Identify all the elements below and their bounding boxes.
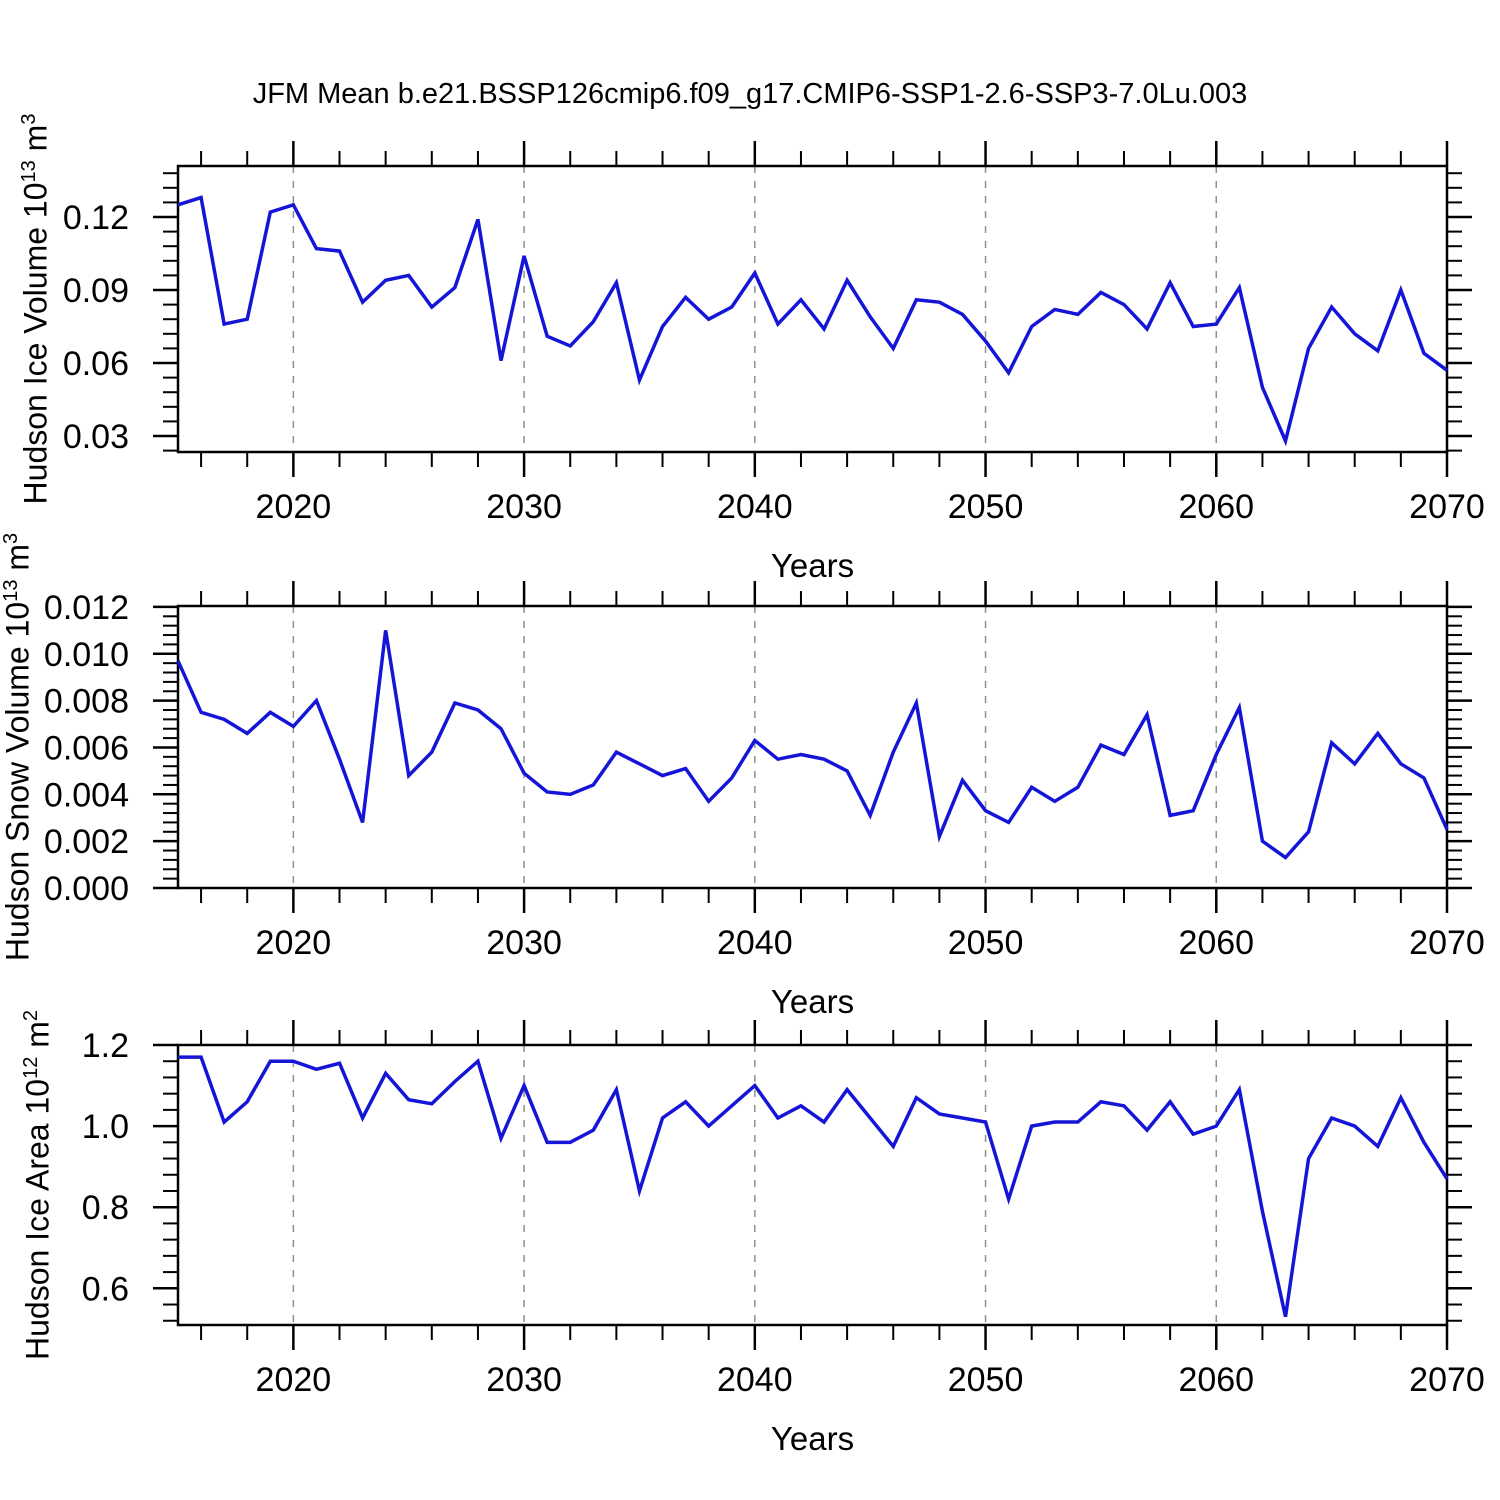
hudson-snow-volume-line	[176, 630, 1449, 860]
y-tick-label: 0.12	[63, 199, 129, 237]
y-axis-label-ice-volume: Hudson Ice Volume 1013 m3	[18, 114, 55, 505]
x-axis-label-bottom: Years	[770, 1420, 855, 1457]
superscript: 3	[0, 532, 22, 544]
plot-box	[176, 604, 1449, 890]
x-tick-label: 2050	[948, 488, 1024, 526]
y-tick-label: 0.09	[63, 272, 129, 310]
x-tick-label: 2030	[486, 488, 562, 526]
superscript: 2	[19, 1010, 42, 1022]
superscript: 12	[19, 1056, 42, 1079]
x-tick-label: 2050	[948, 1361, 1024, 1399]
x-tick-label: 2070	[1409, 924, 1485, 962]
y-tick-label: 0.012	[44, 589, 129, 627]
x-tick-label: 2030	[486, 924, 562, 962]
plot-box	[176, 164, 1449, 454]
y-tick-label: 1.0	[82, 1108, 129, 1146]
label-text: Hudson Snow Volume 10	[0, 601, 36, 962]
y-tick-label: 0.8	[82, 1189, 129, 1227]
label-text: m	[17, 124, 54, 161]
y-tick-label: 0.010	[44, 636, 129, 674]
x-axis-label-top: Years	[770, 547, 855, 584]
x-tick-label: 2020	[256, 1361, 332, 1399]
x-tick-label: 2040	[717, 924, 793, 962]
y-tick-label: 0.06	[63, 345, 129, 383]
superscript: 13	[17, 160, 40, 183]
hudson-ice-area-line	[178, 1055, 1449, 1318]
x-tick-label: 2040	[717, 1361, 793, 1399]
y-tick-label: 0.008	[44, 683, 129, 721]
page-title: JFM Mean b.e21.BSSP126cmip6.f09_g17.CMIP…	[252, 78, 1248, 110]
plot-box	[176, 1043, 1449, 1327]
x-tick-label: 2020	[256, 924, 332, 962]
x-tick-label: 2060	[1178, 1361, 1254, 1399]
y-tick-label: 0.03	[63, 418, 129, 456]
x-tick-label: 2070	[1409, 488, 1485, 526]
label-text: m	[19, 1021, 56, 1057]
hudson-ice-volume-plot: 2020 2030 2040 2050 2060 2070 0.03 0.06 0.09 0.12	[63, 141, 1485, 526]
y-tick-label: 0.002	[44, 823, 129, 861]
y-axis-label-snow-volume: Hudson Snow Volume 1013 m3	[0, 533, 37, 961]
hudson-ice-area-plot: 2020 2030 2040 2050 2060 2070 0.6 0.8 1.0 1.2	[82, 1020, 1485, 1399]
x-tick-label: 2050	[948, 924, 1024, 962]
x-tick-label: 2060	[1178, 924, 1254, 962]
y-tick-label: 0.000	[44, 870, 129, 908]
label-text: Hudson Ice Area 10	[19, 1078, 56, 1360]
x-axis-label-middle: Years	[770, 983, 855, 1020]
y-tick-label: 0.004	[44, 776, 129, 814]
y-axis-label-ice-area: Hudson Ice Area 1012 m2	[20, 1010, 57, 1360]
hudson-ice-volume-line	[177, 195, 1449, 447]
label-text: m	[0, 543, 36, 580]
x-tick-label: 2040	[717, 488, 793, 526]
x-tick-label: 2030	[486, 1361, 562, 1399]
y-tick-label: 0.6	[82, 1270, 129, 1308]
x-tick-label: 2020	[256, 488, 332, 526]
superscript: 13	[0, 579, 22, 602]
y-tick-label: 0.006	[44, 729, 129, 767]
x-tick-label: 2060	[1178, 488, 1254, 526]
superscript: 3	[17, 113, 40, 125]
label-text: Hudson Ice Volume 10	[17, 182, 54, 505]
x-tick-label: 2070	[1409, 1361, 1485, 1399]
y-tick-label: 1.2	[82, 1027, 129, 1065]
hudson-snow-volume-plot: 2020 2030 2040 2050 2060 2070 0.000 0.002 0.004 0…	[44, 581, 1485, 962]
